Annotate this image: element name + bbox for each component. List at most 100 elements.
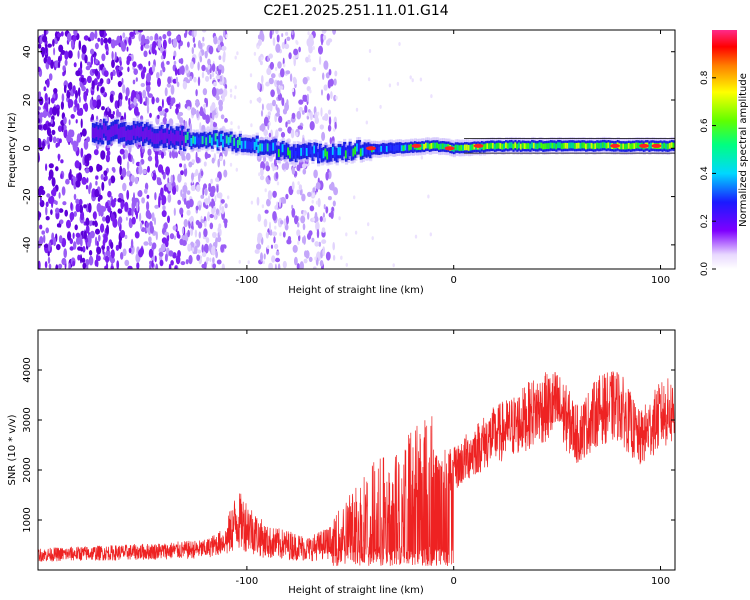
band-core	[311, 149, 315, 158]
noise-speckle	[392, 263, 395, 268]
noise-speckle	[157, 39, 162, 49]
noise-speckle	[164, 231, 169, 236]
band-core	[486, 143, 490, 149]
band-core	[175, 130, 179, 142]
noise-speckle	[268, 132, 272, 138]
noise-speckle	[52, 39, 55, 47]
noise-speckle	[321, 30, 327, 34]
band-hotspot	[651, 143, 662, 148]
noise-speckle	[320, 249, 323, 259]
noise-speckle	[127, 265, 133, 269]
noise-speckle	[159, 111, 164, 116]
noise-speckle	[58, 235, 63, 244]
noise-speckle	[170, 174, 173, 184]
noise-speckle	[101, 106, 105, 111]
noise-speckle	[218, 64, 223, 70]
noise-speckle	[340, 255, 343, 260]
noise-speckle	[333, 78, 337, 86]
band-core	[512, 143, 516, 150]
noise-speckle	[143, 50, 148, 58]
band-core	[432, 142, 436, 149]
band-core	[341, 149, 345, 157]
noise-speckle	[193, 30, 197, 37]
noise-speckle	[190, 107, 196, 116]
noise-speckle	[247, 260, 250, 265]
noise-speckle	[62, 65, 66, 72]
noise-speckle	[218, 55, 222, 60]
noise-speckle	[45, 216, 50, 221]
noise-speckle	[274, 67, 278, 71]
noise-speckle	[73, 145, 78, 152]
noise-speckle	[318, 45, 323, 55]
band-core	[190, 138, 194, 146]
noise-speckle	[161, 98, 164, 109]
noise-speckle	[315, 221, 320, 232]
band-core	[398, 144, 403, 151]
noise-speckle	[330, 91, 333, 100]
noise-speckle	[268, 53, 274, 59]
noise-speckle	[116, 260, 120, 269]
colorbar-tick-label: 0.2	[700, 214, 710, 228]
noise-speckle	[260, 56, 264, 61]
noise-speckle	[250, 123, 253, 128]
noise-speckle	[257, 81, 261, 91]
noise-speckle	[193, 172, 196, 177]
noise-speckle	[197, 40, 202, 49]
noise-speckle	[291, 30, 294, 35]
band-core	[499, 143, 503, 149]
noise-speckle	[86, 136, 90, 143]
noise-speckle	[319, 56, 322, 65]
noise-speckle	[325, 251, 331, 261]
noise-speckle	[110, 39, 116, 49]
noise-speckle	[48, 242, 51, 252]
noise-speckle	[159, 259, 164, 267]
noise-speckle	[148, 60, 151, 67]
noise-speckle	[108, 178, 112, 186]
noise-speckle	[129, 181, 133, 187]
noise-speckle	[345, 232, 348, 237]
noise-speckle	[68, 262, 71, 269]
noise-speckle	[91, 80, 95, 90]
noise-speckle	[316, 228, 320, 239]
noise-speckle	[100, 37, 104, 46]
noise-speckle	[62, 71, 65, 77]
band-core	[471, 144, 475, 151]
spectrogram-panel: -100 0 100 -40 -20 0 20 40 Height of straight …	[7, 29, 676, 296]
noise-speckle	[175, 255, 181, 265]
noise-speckle	[86, 177, 89, 183]
band-hotspot	[610, 143, 621, 148]
noise-speckle	[148, 241, 153, 247]
noise-speckle	[135, 77, 138, 82]
band-core	[510, 142, 514, 148]
noise-speckle	[55, 166, 59, 172]
noise-speckle	[63, 128, 68, 139]
noise-speckle	[345, 262, 348, 267]
noise-speckle	[106, 78, 109, 84]
noise-speckle	[147, 148, 152, 156]
noise-speckle	[168, 263, 172, 269]
noise-speckle	[134, 176, 139, 185]
noise-speckle	[312, 187, 316, 193]
band-core	[143, 128, 148, 139]
noise-speckle	[119, 165, 123, 176]
noise-speckle	[111, 51, 114, 60]
noise-speckle	[182, 184, 188, 194]
noise-speckle	[80, 210, 85, 221]
noise-speckle	[354, 230, 358, 235]
noise-speckle	[309, 111, 313, 121]
band-core	[136, 125, 140, 137]
noise-speckle	[48, 169, 54, 179]
noise-speckle	[173, 235, 176, 241]
noise-speckle	[297, 125, 303, 130]
band-hotspot	[365, 146, 376, 151]
noise-speckle	[80, 147, 84, 158]
band-core	[531, 142, 535, 149]
noise-speckle	[146, 194, 150, 199]
band-core	[434, 142, 438, 149]
noise-speckle	[66, 90, 71, 99]
noise-speckle	[92, 220, 95, 226]
noise-speckle	[83, 103, 86, 110]
noise-speckle	[83, 204, 87, 209]
noise-speckle	[294, 256, 298, 266]
noise-speckle	[51, 129, 56, 136]
